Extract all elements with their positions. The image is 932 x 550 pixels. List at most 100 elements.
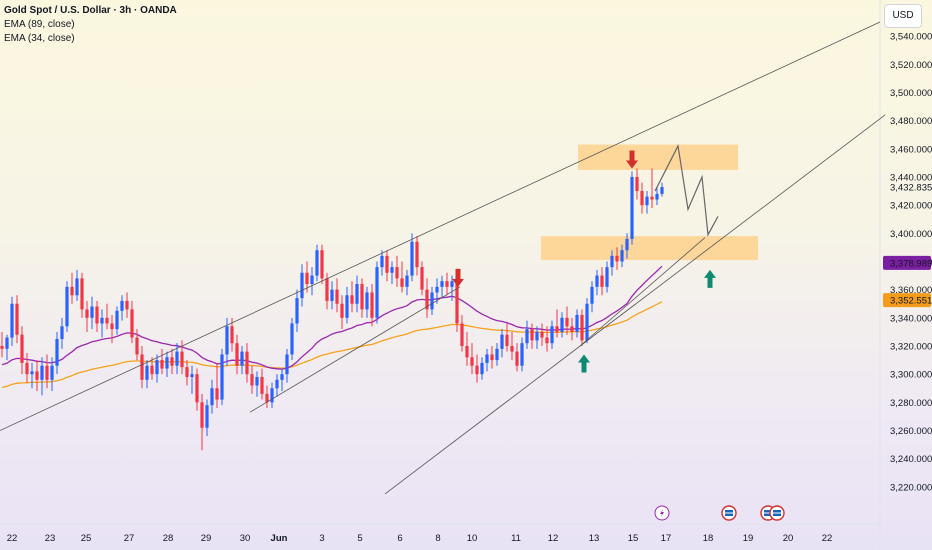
candle-body — [165, 357, 169, 369]
candle-body — [80, 278, 84, 310]
time-axis[interactable]: 22 23 25 27 28 29 30 Jun 3 5 6 8 10 11 12 13 15 17 18 19 20 2… — [7, 533, 833, 544]
date-tick-label: 13 — [589, 533, 600, 544]
candle-body — [380, 255, 384, 268]
price-tick-label: 3,460.000 — [890, 144, 932, 155]
projection-path — [654, 144, 719, 237]
price-tick-label: 3,240.000 — [890, 454, 932, 465]
candle-body — [360, 284, 364, 310]
price-tick-label: 3,440.000 — [890, 172, 932, 183]
candle-body — [385, 255, 389, 273]
ema89-legend[interactable]: EMA (89, close) — [4, 19, 75, 30]
price-tick-label: 3,540.000 — [890, 32, 932, 43]
trend-line — [0, 21, 881, 431]
candle-body — [5, 337, 9, 349]
candle-body — [395, 267, 399, 279]
candle-body — [555, 326, 559, 332]
candle-body — [0, 346, 4, 349]
ema34-legend[interactable]: EMA (34, close) — [4, 33, 75, 44]
date-tick-label: 11 — [511, 533, 521, 544]
candle-body — [655, 193, 659, 200]
candle-body — [525, 329, 529, 344]
price-tick-label: 3,360.000 — [890, 285, 932, 296]
date-tick-label: 3 — [319, 533, 324, 544]
date-tick-label: 18 — [703, 533, 714, 544]
candle-body — [105, 317, 109, 324]
candle-body — [475, 365, 479, 375]
candle-body — [325, 278, 329, 301]
date-tick-label: 29 — [201, 533, 212, 544]
price-tick-label: 3,480.000 — [890, 116, 932, 127]
chart-legend: Gold Spot / U.S. Dollar · 3h · OANDA EMA… — [4, 4, 177, 46]
candle-body — [305, 272, 309, 285]
candle-body — [415, 241, 419, 268]
trend-line — [579, 237, 706, 347]
zone-box — [578, 144, 738, 170]
candle-body — [40, 365, 44, 380]
candle-body — [510, 346, 514, 352]
date-tick-label: 19 — [743, 533, 754, 544]
currency-button[interactable]: USD — [884, 4, 922, 28]
candle-body — [580, 315, 584, 341]
candle-body — [110, 323, 114, 330]
candle-body — [25, 362, 29, 375]
candle-body — [285, 354, 289, 375]
date-tick-label: 25 — [81, 533, 92, 544]
candle-body — [210, 388, 214, 406]
price-tick-label: 3,420.000 — [890, 201, 932, 212]
price-tick-label: 3,320.000 — [890, 342, 932, 353]
candle-body — [400, 278, 404, 287]
candle-body — [155, 360, 159, 375]
price-tags-layer: 3,432.835 3,378.989 3,352.551 — [883, 183, 932, 308]
candle-body — [260, 376, 264, 394]
candle-body — [235, 343, 239, 366]
candle-body — [650, 196, 654, 200]
trend-line — [249, 286, 461, 413]
candle-body — [425, 289, 429, 310]
candle-body — [195, 374, 199, 403]
candle-body — [120, 300, 124, 311]
candle-body — [135, 337, 139, 355]
candle-body — [535, 331, 539, 341]
candle-body — [85, 309, 89, 318]
date-tick-label: 8 — [435, 533, 440, 544]
price-tag-label: 3,352.551 — [890, 296, 932, 307]
date-tick-label: 5 — [357, 533, 362, 544]
candle-body — [270, 388, 274, 403]
candle-body — [160, 360, 164, 369]
candle-body — [585, 303, 589, 341]
price-tick-label: 3,260.000 — [890, 426, 932, 437]
candle-body — [275, 379, 279, 389]
date-tick-label: 30 — [240, 533, 251, 544]
zone-box — [541, 236, 758, 261]
candle-body — [215, 388, 219, 400]
candle-body — [530, 329, 534, 341]
candle-body — [445, 281, 449, 287]
candle-body — [340, 303, 344, 318]
date-tick-label: 28 — [163, 533, 174, 544]
candle-body — [245, 351, 249, 375]
candle-body — [465, 346, 469, 358]
candle-body — [440, 281, 444, 287]
date-tick-label: 20 — [783, 533, 794, 544]
price-tick-label: 3,280.000 — [890, 398, 932, 409]
candle-body — [450, 281, 454, 287]
candle-body — [310, 275, 314, 285]
arrow-down-icon — [626, 150, 638, 169]
candle-body — [505, 334, 509, 346]
price-tick-label: 3,520.000 — [890, 60, 932, 71]
symbol-title[interactable]: Gold Spot / U.S. Dollar · 3h · OANDA — [4, 5, 177, 16]
candle-body — [455, 281, 459, 324]
price-tag-label: 3,432.835 — [890, 183, 932, 194]
arrow-down-icon — [452, 268, 464, 287]
candle-body — [205, 405, 209, 428]
candle-body — [35, 371, 39, 380]
candle-body — [65, 286, 69, 327]
candle-body — [485, 354, 489, 363]
candle-body — [590, 286, 594, 304]
price-axis[interactable]: 3,220.000 3,240.000 3,260.000 3,280.000 3,30… — [890, 32, 932, 494]
candle-body — [545, 337, 549, 344]
date-tick-label: 15 — [628, 533, 639, 544]
date-tick-label: 17 — [661, 533, 672, 544]
candle-body — [370, 292, 374, 318]
